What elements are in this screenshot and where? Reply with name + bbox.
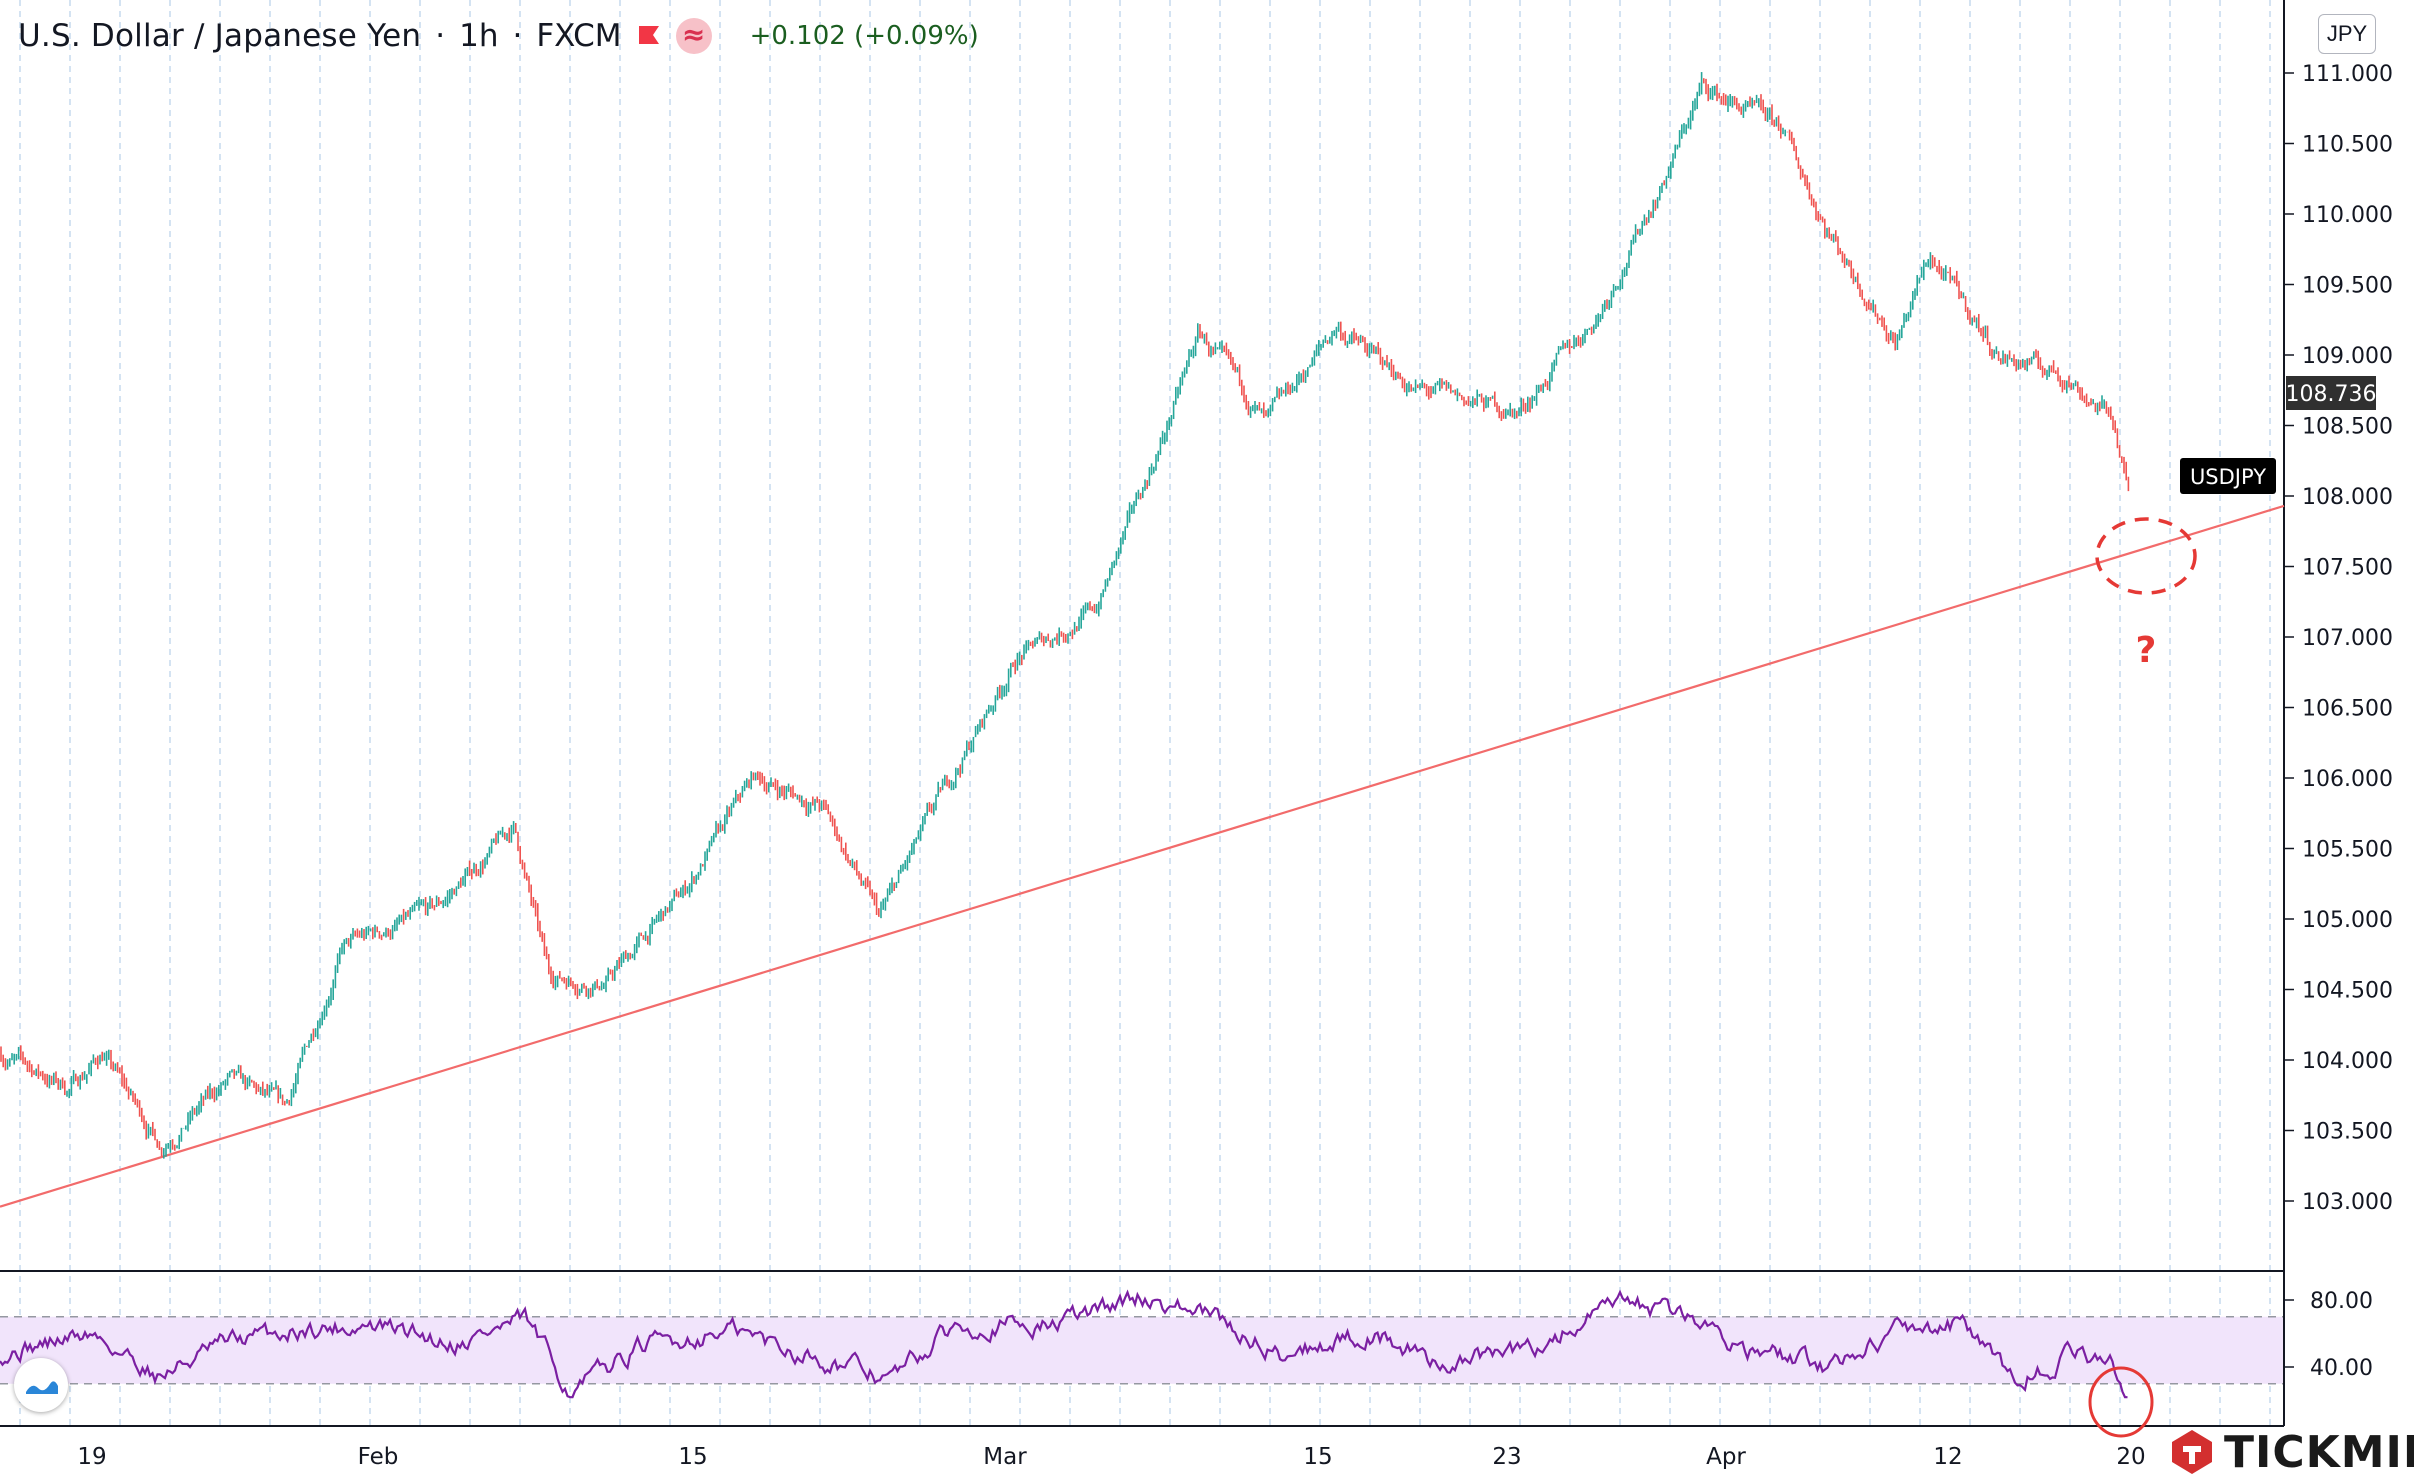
time-tick-label: 15 [1303,1444,1332,1470]
tradingview-icon [26,1381,58,1394]
target-zone-circle [2095,517,2197,595]
price-tick-label: 111.000 [2302,62,2393,87]
price-tick-label: 106.500 [2302,697,2393,722]
symbol-label: USDJPY [2180,458,2276,494]
time-tick-label: Apr [1706,1444,1746,1470]
exchange-label[interactable]: FXCM [536,18,622,54]
rsi-oversold-circle [2088,1366,2154,1438]
rsi-tick-label: 40.00 [2310,1356,2373,1381]
price-tick-label: 104.500 [2302,979,2393,1004]
price-tick-label: 103.500 [2302,1120,2393,1145]
price-tick-label: 110.000 [2302,203,2393,228]
rsi-line [0,1289,2128,1399]
symbol-label-text: USDJPY [2190,465,2266,489]
price-axis[interactable]: 111.000 110.500 110.000 109.500 109.000 108.5… [2284,62,2393,1215]
time-tick-label: 12 [1933,1444,1962,1470]
question-mark: ? [2136,630,2157,671]
time-tick-label: 15 [678,1444,707,1470]
price-tick-label: 107.500 [2302,556,2393,581]
rsi-band [0,1316,2284,1384]
trendline[interactable] [0,504,2285,1208]
price-tick-label: 107.000 [2302,626,2393,651]
tickmill-icon [2172,1430,2212,1474]
time-tick-label: Feb [358,1444,399,1470]
candles [0,72,2130,1159]
chart-header: U.S. Dollar / Japanese Yen · 1h · FXCM ≈… [18,14,979,58]
price-tick-label: 106.000 [2302,767,2393,792]
rsi-axis[interactable]: 80.00 40.00 [2284,1289,2373,1381]
symbol-name[interactable]: U.S. Dollar / Japanese Yen [18,18,422,54]
price-tick-label: 110.500 [2302,133,2393,158]
price-change: +0.102 (+0.09%) [749,21,979,51]
approx-icon[interactable]: ≈ [675,18,712,54]
time-axis[interactable]: 19 Feb 15 Mar 15 23 Apr 12 20 [77,1444,2145,1470]
last-price-text: 108.736 [2286,382,2377,407]
time-tick-label: 23 [1492,1444,1521,1470]
price-tick-label: 105.000 [2302,908,2393,933]
separator-dot: · [435,18,446,54]
currency-badge[interactable]: JPY [2318,14,2376,54]
flag-icon[interactable] [636,23,662,49]
tickmill-logo: TICKMILL [2168,1426,2414,1478]
vertical-gridlines [19,0,2271,1426]
tradingview-logo[interactable] [14,1358,68,1412]
separator-dot: · [512,18,523,54]
price-tick-label: 108.500 [2302,415,2393,440]
price-tick-label: 104.000 [2302,1049,2393,1074]
price-tick-label: 108.000 [2302,485,2393,510]
price-tick-label: 103.000 [2302,1190,2393,1215]
price-tick-label: 109.000 [2302,344,2393,369]
brand-name: TICKMILL [2224,1426,2414,1478]
interval-label[interactable]: 1h [459,18,499,54]
price-tick-label: 109.500 [2302,274,2393,299]
price-tick-label: 105.500 [2302,838,2393,863]
time-tick-label: Mar [983,1444,1027,1470]
time-tick-label: 20 [2116,1444,2145,1470]
rsi-tick-label: 80.00 [2310,1289,2373,1314]
time-tick-label: 19 [77,1444,106,1470]
last-price-badge: 108.736 [2286,376,2377,410]
